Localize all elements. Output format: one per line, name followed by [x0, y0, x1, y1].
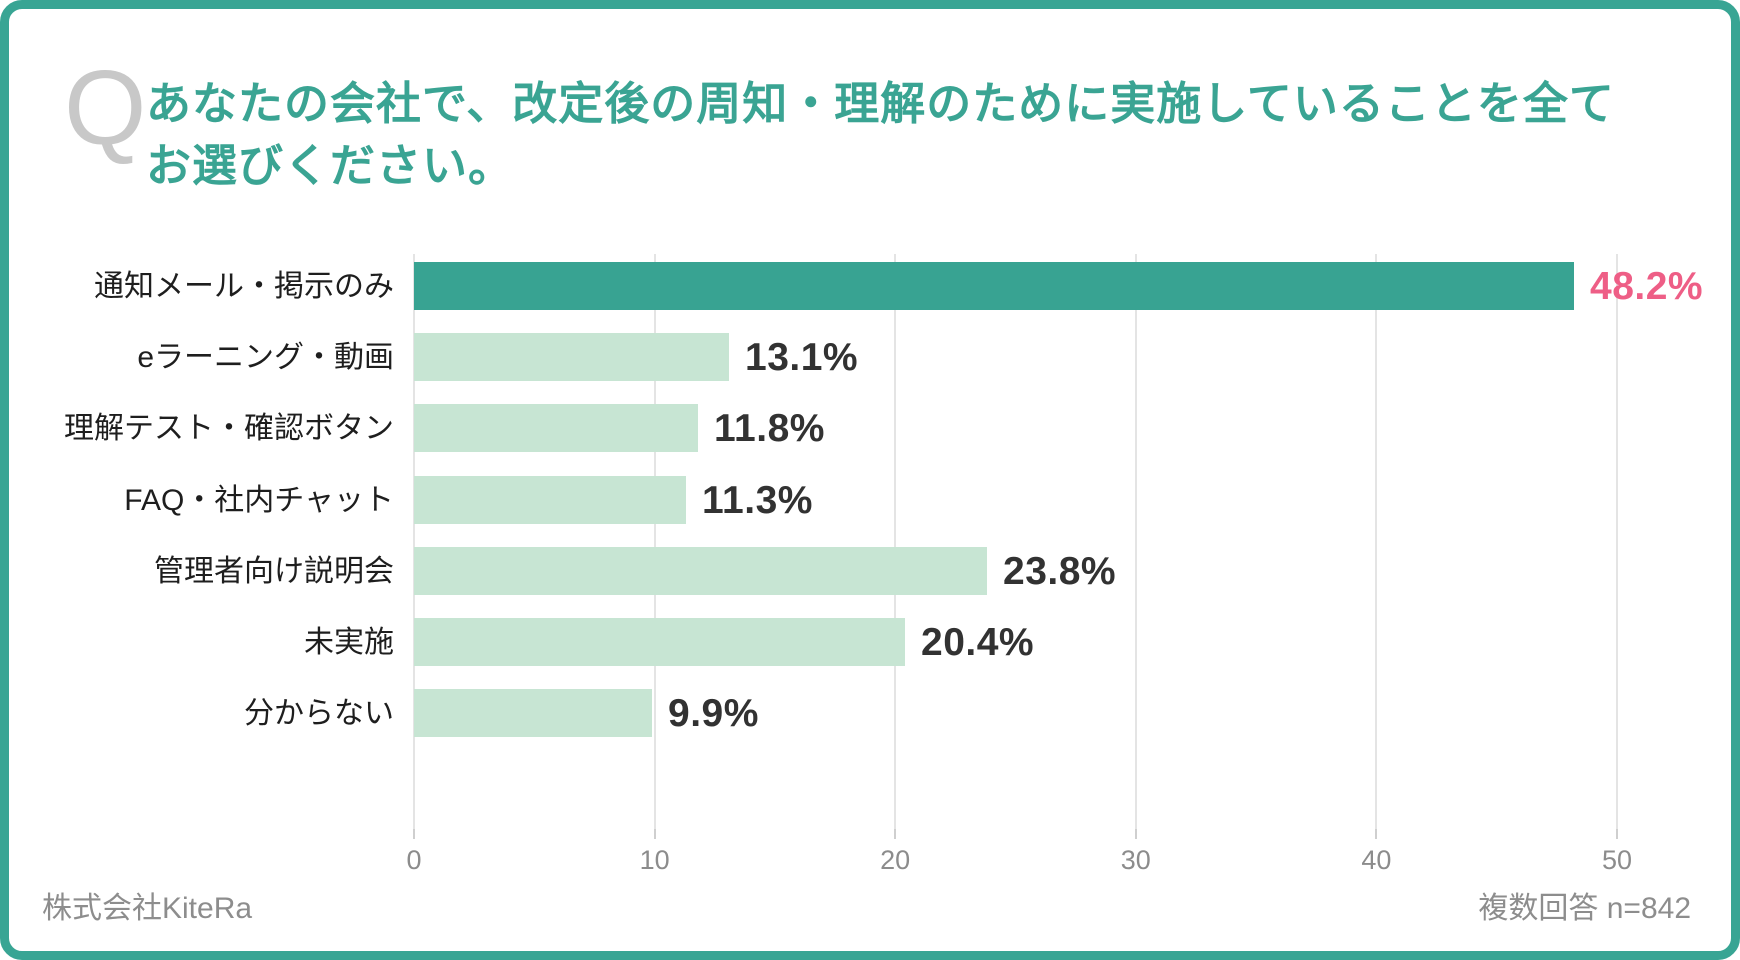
- category-label: 通知メール・掲示のみ: [94, 270, 394, 303]
- x-axis-tick: [653, 829, 656, 839]
- page-title: あなたの会社で、改定後の周知・理解のために実施していることを全て お選びください。: [146, 73, 1666, 197]
- x-axis-tick: [1375, 829, 1378, 839]
- gridline: [653, 254, 656, 829]
- source-label: 株式会社KiteRa: [42, 892, 253, 925]
- x-axis-tick-label: 50: [1601, 845, 1633, 875]
- category-label: 理解テスト・確認ボタン: [64, 412, 394, 445]
- bar: [414, 476, 686, 524]
- x-axis-tick-label: 30: [1120, 845, 1151, 875]
- x-axis-tick: [413, 829, 415, 839]
- value-label: 13.1%: [745, 336, 859, 379]
- x-axis-tick: [894, 829, 897, 839]
- gridline: [1134, 254, 1137, 829]
- bar: [414, 618, 905, 666]
- bar: [414, 404, 698, 452]
- bar: [414, 689, 652, 737]
- sample-size-label: 複数回答 n=842: [1478, 892, 1691, 925]
- bar-chart-plot-area: 0 10 20 30 40 50 通知メール・掲示のみ 48.2% eラーニング・動画 13.1%…: [64, 254, 1703, 875]
- value-label: 11.3%: [702, 479, 813, 522]
- x-axis-tick-label: 40: [1361, 845, 1392, 875]
- gridline: [894, 254, 897, 829]
- category-label: 分からない: [244, 697, 394, 730]
- title-line-1: あなたの会社で、改定後の周知・理解のために実施していることを全て: [146, 78, 1615, 129]
- question-mark-icon: Q: [64, 49, 147, 167]
- category-label: eラーニング・動画: [137, 341, 394, 374]
- x-axis-tick-label: 0: [406, 845, 422, 875]
- x-axis-tick-label: 10: [639, 845, 670, 875]
- x-axis-tick: [1616, 829, 1618, 839]
- title-line-2: お選びください。: [146, 140, 515, 191]
- x-axis-tick: [1134, 829, 1137, 839]
- gridline: [1375, 254, 1378, 829]
- bar: [414, 547, 987, 595]
- value-label: 9.9%: [668, 692, 759, 735]
- value-label: 23.8%: [1003, 550, 1117, 593]
- value-label: 48.2%: [1590, 265, 1704, 308]
- x-axis-tick-label: 20: [880, 845, 911, 875]
- bar: [414, 262, 1574, 310]
- gridline: [413, 254, 415, 829]
- category-label: 管理者向け説明会: [154, 555, 394, 588]
- gridline: [1616, 254, 1618, 829]
- category-label: 未実施: [304, 626, 394, 659]
- category-label: FAQ・社内チャット: [124, 484, 394, 517]
- value-label: 11.8%: [714, 407, 825, 450]
- bar: [414, 333, 729, 381]
- value-label: 20.4%: [921, 621, 1035, 664]
